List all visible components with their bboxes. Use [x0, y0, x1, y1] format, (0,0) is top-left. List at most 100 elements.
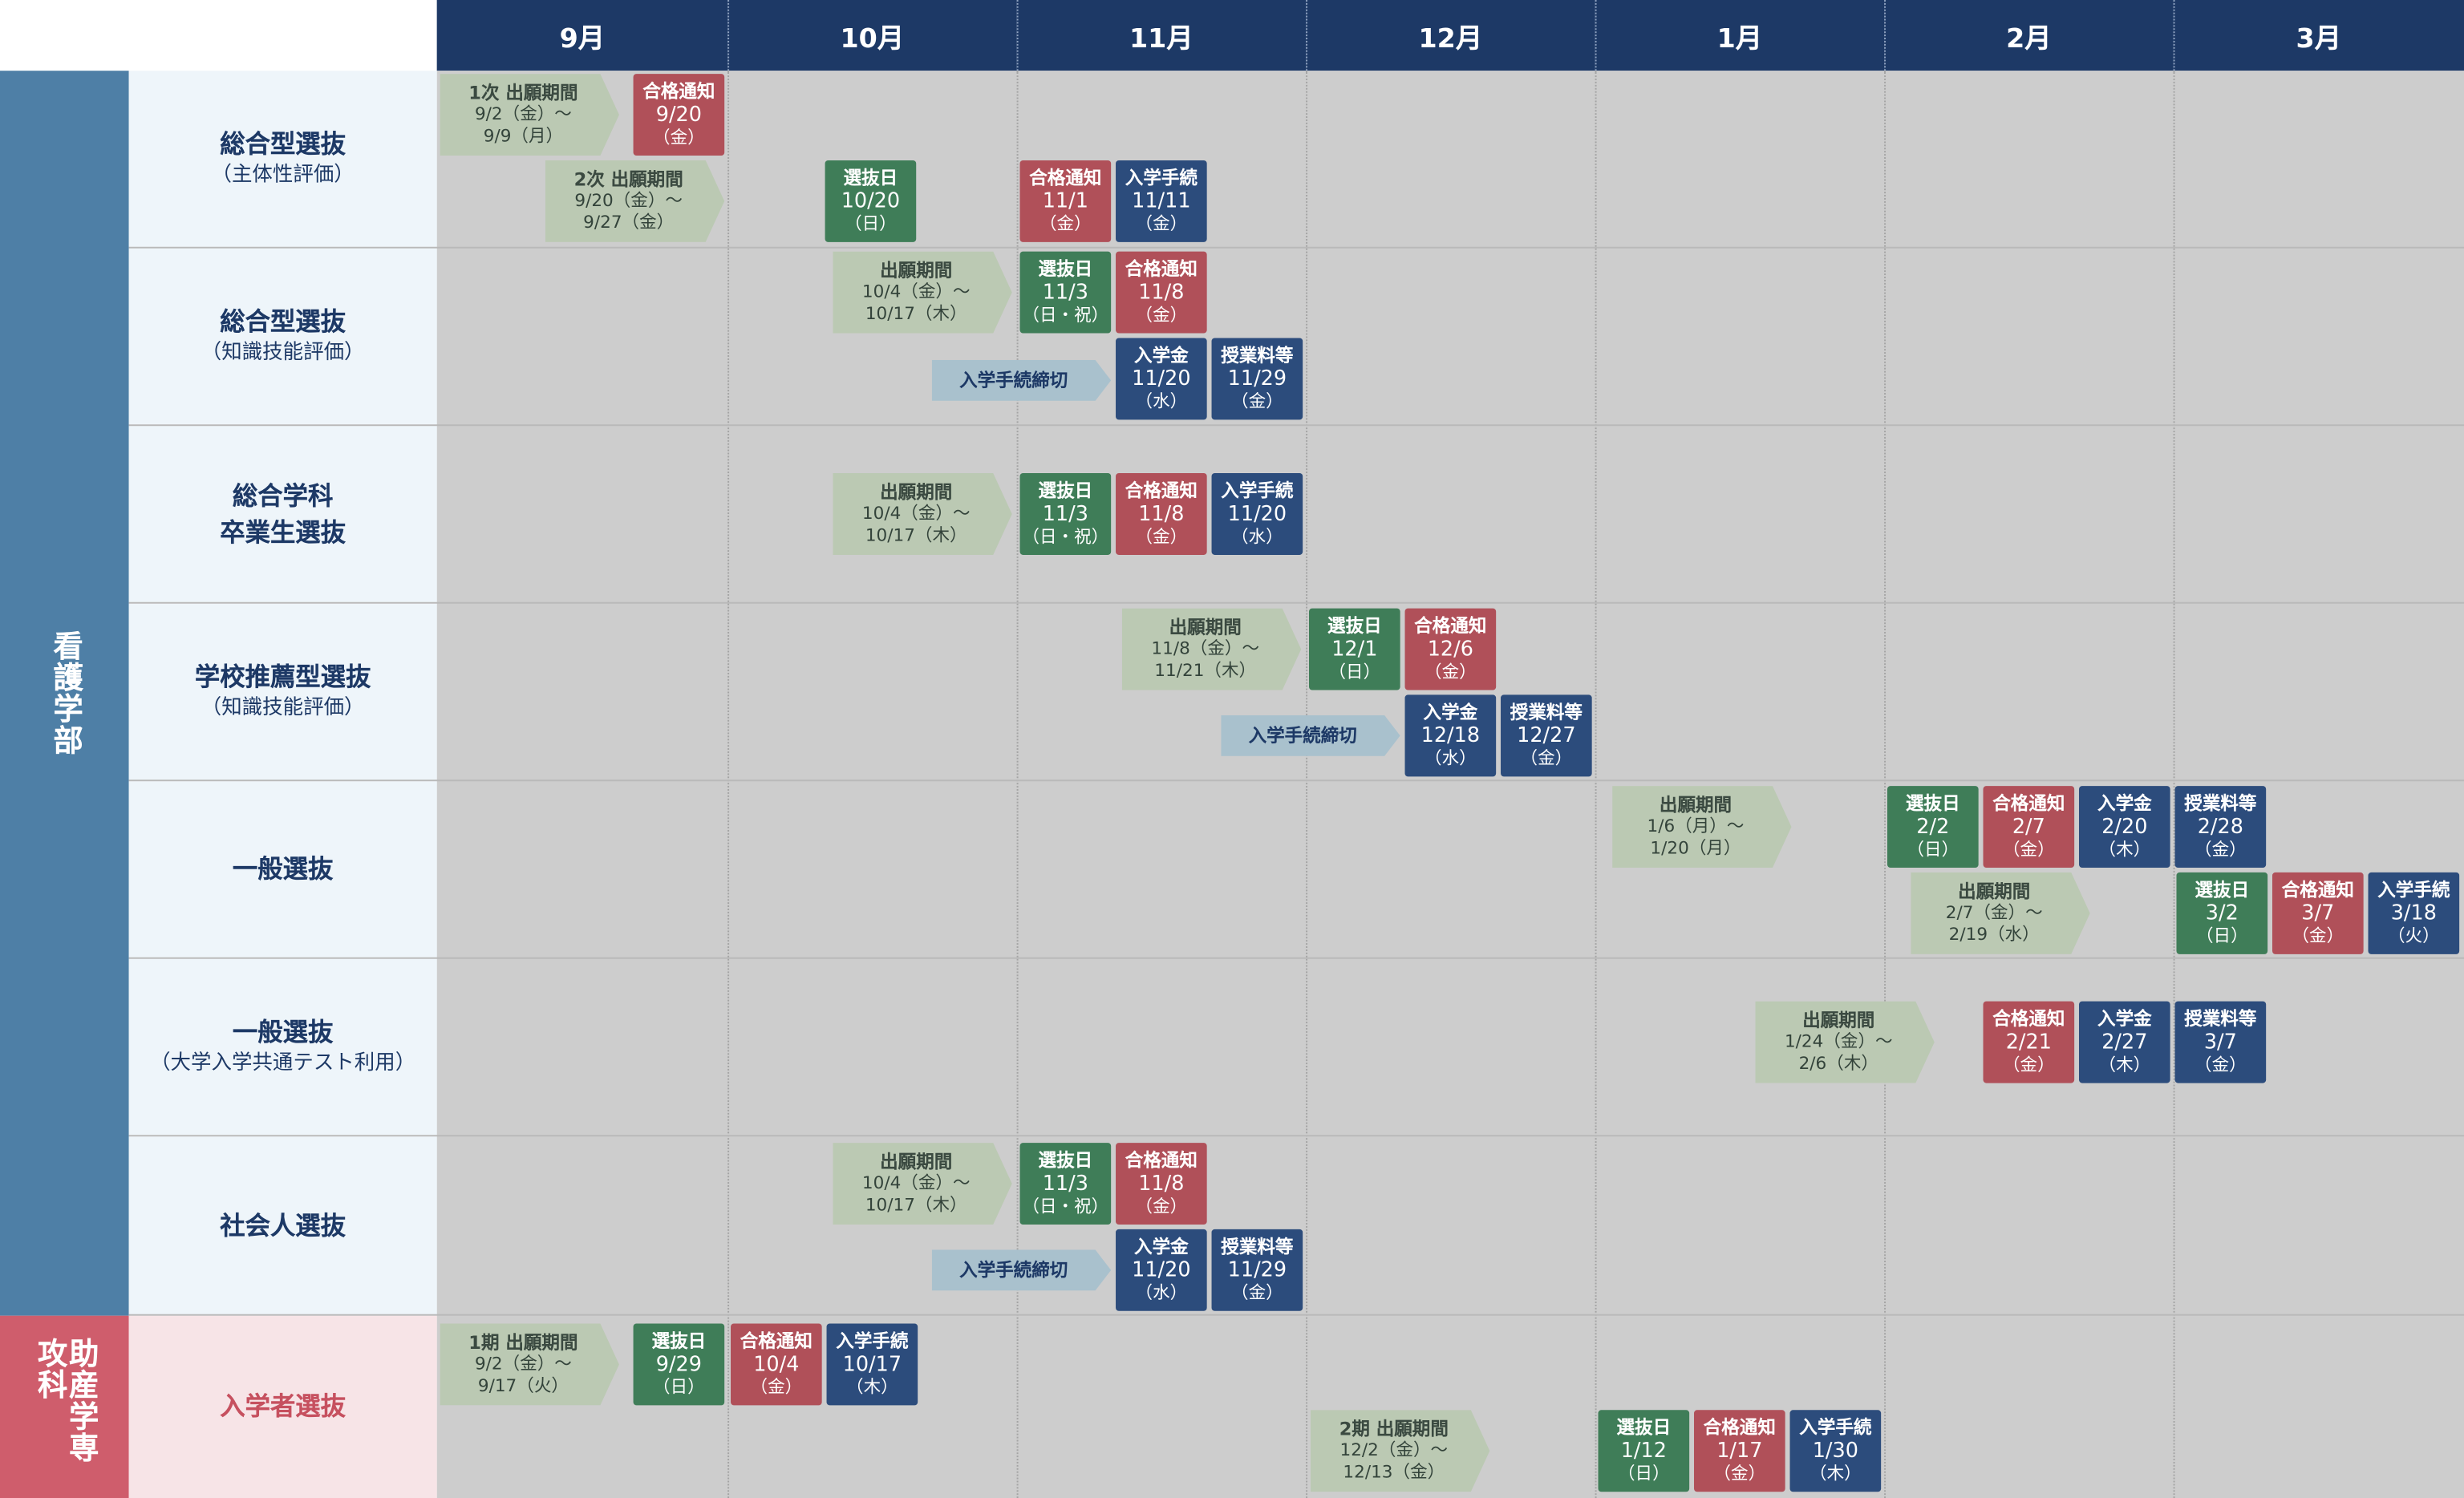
month-divider [1016, 0, 1019, 71]
event-title: 入学手続 [836, 1329, 909, 1352]
event-date: 3/18 [2390, 901, 2437, 925]
arrow-date-end: 10/17（木） [865, 1195, 967, 1216]
event-date: 11/3 [1042, 502, 1088, 526]
arrow-shape [1911, 872, 2090, 954]
row-label-suisen: 学校推薦型選抜 （知識技能評価） [128, 603, 437, 780]
event-card: 入学手続 11/20 （水） [1211, 473, 1303, 555]
row-label-nyugakusha: 入学者選抜 [128, 1315, 437, 1498]
event-date: 3/2 [2205, 901, 2239, 925]
application-period-arrow: 出願期間 1/24（金）〜 2/6（木） [1755, 1002, 1922, 1083]
event-title: 入学金 [2097, 792, 2152, 814]
row-label-sogo-shutaisei: 総合型選抜 （主体性評価） [128, 71, 437, 247]
event-weekday: （日） [1328, 662, 1381, 682]
row-title: 一般選抜 [232, 1017, 334, 1047]
event-card: 合格通知 2/7 （金） [1983, 786, 2075, 868]
event-date: 2/27 [2101, 1030, 2148, 1055]
arrow-shape [1612, 786, 1792, 868]
event-weekday: （水） [1424, 748, 1477, 769]
event-date: 1/12 [1620, 1439, 1667, 1463]
row-title: 一般選抜 [232, 854, 334, 885]
event-card: 選抜日 11/3 （日・祝） [1019, 1143, 1112, 1225]
event-date: 11/8 [1138, 502, 1185, 526]
arrow-date-start: 9/20（金）〜 [574, 191, 683, 212]
event-card: 選抜日 1/12 （日） [1598, 1410, 1690, 1492]
event-card: 合格通知 2/21 （金） [1983, 1001, 2075, 1083]
event-date: 11/29 [1227, 366, 1287, 391]
arrow-title: 出願期間 [1802, 1009, 1875, 1032]
application-period-arrow: 出願期間 10/4（金）〜 10/17（木） [833, 1143, 999, 1225]
row-divider [128, 779, 2464, 782]
event-title: 入学金 [2097, 1006, 2152, 1030]
event-date: 12/1 [1331, 637, 1378, 662]
event-card: 合格通知 12/6 （金） [1404, 608, 1497, 690]
arrow-title: 出願期間 [880, 480, 953, 504]
arrow-date-end: 9/17（火） [477, 1375, 569, 1397]
event-title: 合格通知 [1125, 1148, 1198, 1171]
event-weekday: （金） [1135, 305, 1188, 326]
event-weekday: （金） [1135, 1196, 1188, 1217]
event-title: 選抜日 [1038, 257, 1093, 280]
row-title: 社会人選抜 [220, 1211, 346, 1241]
arrow-shape [833, 251, 1012, 334]
deadline-arrow-shape [931, 1249, 1112, 1291]
event-weekday: （金） [2194, 839, 2247, 860]
event-title: 入学手続 [1799, 1415, 1872, 1439]
arrow-title: 出願期間 [1169, 616, 1242, 638]
event-weekday: （金） [1040, 213, 1092, 235]
arrow-shape [440, 74, 619, 156]
event-date: 9/20 [655, 103, 702, 127]
application-period-arrow: 出願期間 10/4（金）〜 10/17（木） [833, 473, 999, 555]
event-card: 入学金 11/20 （水） [1116, 338, 1207, 420]
header-corner [0, 0, 437, 71]
event-card: 入学金 2/27 （木） [2079, 1001, 2170, 1083]
event-date: 11/1 [1042, 189, 1088, 213]
arrow-date-end: 9/27（金） [583, 212, 675, 233]
event-date: 10/20 [841, 189, 901, 213]
event-title: 入学手続 [1221, 479, 1294, 501]
event-title: 入学手続 [2377, 878, 2450, 901]
arrow-shape [440, 1323, 619, 1406]
row-label-sogo-gakka: 総合学科 卒業生選抜 [128, 426, 437, 602]
month-divider [1884, 0, 1886, 71]
event-date: 12/6 [1427, 637, 1473, 662]
event-card: 入学金 11/20 （水） [1116, 1229, 1207, 1311]
row-subtitle: 卒業生選抜 [220, 516, 346, 548]
event-title: 合格通知 [1029, 166, 1102, 188]
row-title: 入学者選抜 [220, 1391, 346, 1422]
arrow-date-end: 11/21（木） [1154, 660, 1257, 682]
event-card: 授業料等 12/27 （金） [1501, 694, 1592, 777]
row-label-ippan-kyotsu: 一般選抜 （大学入学共通テスト利用） [128, 958, 437, 1136]
event-card: 選抜日 3/2 （日） [2176, 872, 2268, 954]
arrow-shape [1121, 608, 1302, 690]
event-title: 選抜日 [843, 166, 898, 188]
event-title: 合格通知 [1992, 1006, 2065, 1030]
application-period-arrow: 1期 出願期間 9/2（金）〜 9/17（火） [440, 1323, 607, 1405]
event-weekday: （金） [1231, 391, 1283, 412]
event-card: 入学手続 11/11 （金） [1116, 160, 1207, 242]
row-divider [128, 424, 2464, 427]
event-card: 入学手続 10/17 （木） [826, 1323, 918, 1406]
arrow-date-end: 1/20（月） [1650, 838, 1741, 859]
month-gridline [2173, 71, 2175, 1498]
event-title: 選抜日 [2194, 878, 2250, 901]
arrow-shape [545, 160, 725, 242]
event-card: 入学手続 1/30 （木） [1789, 1410, 1882, 1492]
arrow-title: 2期 出願期間 [1339, 1418, 1449, 1440]
arrow-shape [1755, 1001, 1935, 1083]
event-title: 合格通知 [1703, 1415, 1776, 1439]
arrow-date-start: 9/2（金）〜 [474, 104, 572, 125]
month-header-mar: 3月 [2173, 0, 2464, 71]
event-weekday: （金） [2003, 839, 2055, 860]
row-divider [128, 246, 2464, 249]
event-date: 1/30 [1812, 1439, 1858, 1463]
event-weekday: （金） [1135, 213, 1188, 235]
arrow-title: 出願期間 [880, 259, 953, 281]
deadline-arrow-shape [1221, 715, 1400, 756]
event-title: 合格通知 [2281, 878, 2354, 901]
row-subtitle: （知識技能評価） [201, 341, 365, 366]
event-date: 11/20 [1132, 1258, 1191, 1282]
event-weekday: （水） [1135, 1282, 1188, 1304]
month-gridline [1306, 71, 1308, 1498]
event-date: 11/11 [1132, 189, 1191, 213]
event-title: 選抜日 [1038, 479, 1093, 501]
